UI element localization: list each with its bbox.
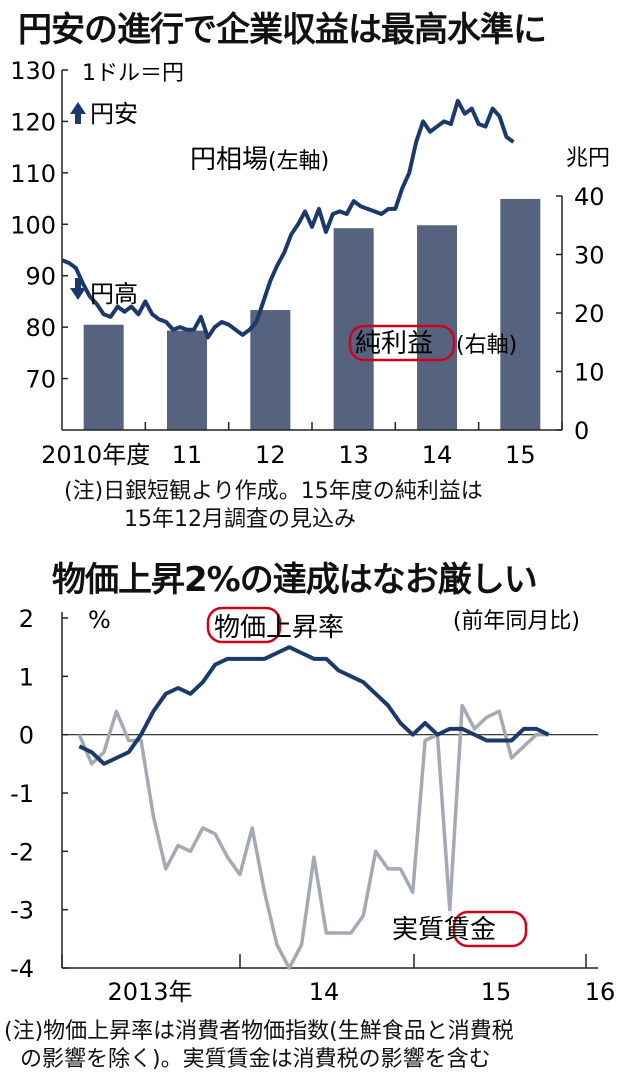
top-chart: 70 80 90 100 110 120 130 0 10 20 30 40 兆円 1ドル＝円 2010年度…	[10, 57, 610, 469]
subtitle: (前年同月比)	[453, 609, 580, 634]
bottom-chart-panel: 物価上昇2%の達成はなお厳しい 2 1 0 -1 -2 -3 -4% (前年同月比) 2013年…	[0, 548, 630, 1082]
y-tick-label: -1	[10, 780, 34, 808]
bottom-footnote-line-1: (注)物価上昇率は消費者物価指数(生鮮食品と消費税	[4, 1019, 514, 1044]
inflation-label-highlight	[206, 606, 282, 644]
left-axis-unit: 1ドル＝円	[82, 61, 184, 86]
profit-axis-note: (右軸)	[456, 333, 517, 358]
x-tick-label: 15	[505, 441, 536, 469]
right-tick-label: 0	[574, 417, 589, 445]
y-tick-label: -3	[10, 897, 34, 925]
profit-bar	[83, 324, 124, 430]
right-tick-label: 40	[574, 183, 605, 211]
up-arrow-icon	[70, 102, 86, 124]
bottom-chart-title: 物価上昇2%の達成はなお厳しい	[52, 560, 538, 600]
left-tick-label: 100	[10, 211, 56, 239]
profit-bar	[250, 310, 291, 430]
y-tick-label: -4	[10, 955, 34, 983]
top-footnote-line-2: 15年12月調査の見込み	[124, 507, 356, 532]
right-tick-label: 20	[574, 300, 605, 328]
left-tick-label: 130	[10, 57, 56, 85]
price-inflation-line	[78, 645, 550, 766]
wage-series-name: 実質賃金	[392, 915, 496, 945]
bottom-footnote-line-2: の影響を除く)。実質賃金は消費税の影響を含む	[20, 1047, 491, 1072]
x-tick-label: 15	[481, 978, 512, 1006]
y-tick-label: 2	[19, 605, 34, 633]
x-tick-label: 14	[422, 441, 453, 469]
profit-bar	[417, 225, 457, 430]
profit-bar	[500, 198, 541, 430]
right-axis-unit: 兆円	[566, 146, 610, 171]
right-tick-label: 10	[574, 359, 605, 387]
yen-rate-line	[61, 98, 515, 340]
yen-series-name: 円相場	[190, 145, 268, 175]
wage-label-highlight	[452, 910, 528, 948]
x-tick-label: 11	[172, 441, 203, 469]
y-axis-unit: %	[88, 606, 111, 634]
down-arrow-icon	[70, 278, 86, 300]
inflation-series-name: 物価上昇率	[214, 613, 344, 643]
x-tick-label: 14	[309, 978, 340, 1006]
left-tick-label: 110	[10, 160, 56, 188]
x-tick-label: 2013年	[107, 978, 192, 1006]
up-label: 円安	[90, 100, 138, 128]
y-tick-label: -2	[10, 838, 34, 866]
x-tick-label: 13	[338, 441, 369, 469]
left-tick-label: 80	[25, 314, 56, 342]
y-tick-label: 1	[19, 663, 34, 691]
top-footnote-line-1: (注)日銀短観より作成。15年度の純利益は	[64, 479, 483, 504]
profit-series-name: 純利益	[355, 329, 433, 359]
top-chart-title: 円安の進行で企業収益は最高水準に	[18, 10, 547, 50]
y-tick-label: 0	[19, 722, 34, 750]
x-tick-label: 16	[585, 978, 616, 1006]
left-tick-label: 120	[10, 108, 56, 136]
top-chart-panel: 円安の進行で企業収益は最高水準に 70 80 90 100 110 120 130 0 10 20…	[0, 0, 630, 540]
down-label: 円高	[90, 280, 138, 308]
profit-label-highlight	[348, 324, 456, 362]
x-tick-label: 12	[255, 441, 286, 469]
real-wage-line	[77, 703, 549, 970]
left-tick-label: 90	[25, 263, 56, 291]
profit-bar	[167, 330, 207, 430]
x-tick-label: 2010年度	[41, 441, 150, 469]
right-tick-label: 30	[574, 242, 605, 270]
yen-axis-note: (左軸)	[268, 149, 329, 174]
left-tick-label: 70	[25, 366, 56, 394]
